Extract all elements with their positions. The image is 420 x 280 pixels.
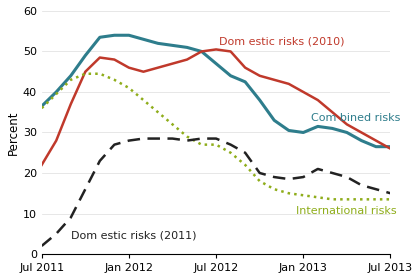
Text: Com bined risks: Com bined risks bbox=[310, 113, 400, 123]
Y-axis label: Percent: Percent bbox=[7, 110, 20, 155]
Text: Dom estic risks (2011): Dom estic risks (2011) bbox=[71, 231, 196, 241]
Text: Dom estic risks (2010): Dom estic risks (2010) bbox=[219, 36, 344, 46]
Text: International risks: International risks bbox=[296, 206, 396, 216]
